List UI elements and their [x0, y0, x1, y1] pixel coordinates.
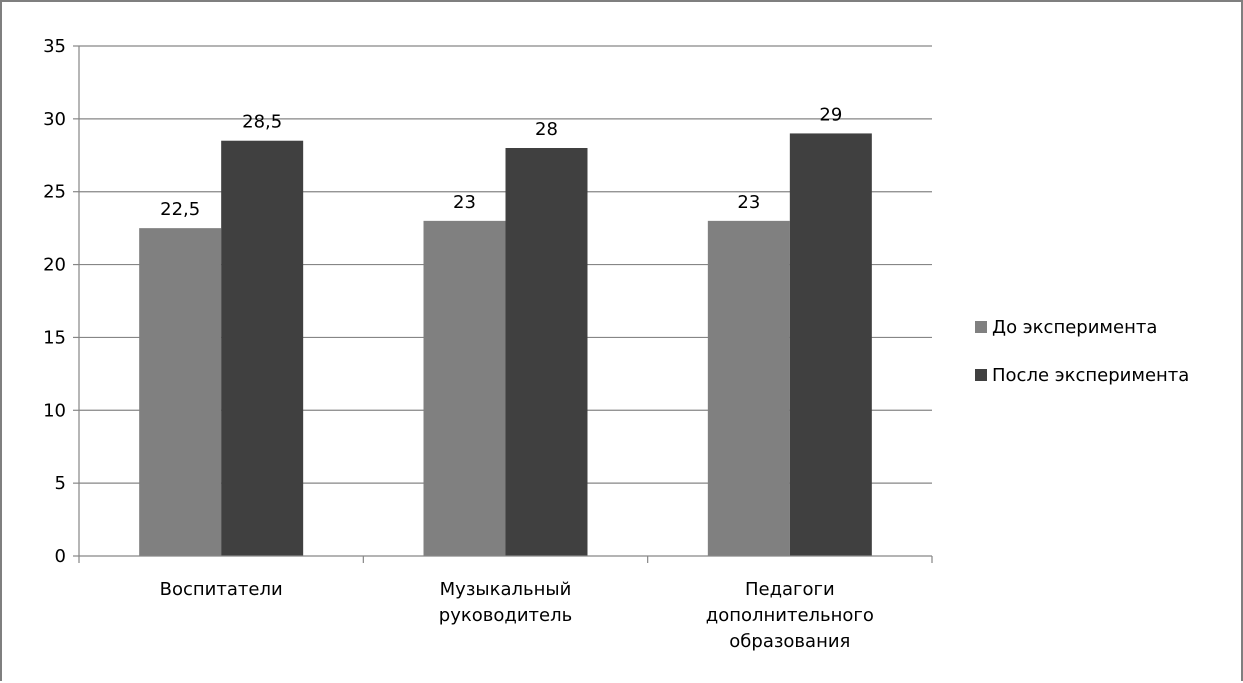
y-tick-label: 35: [43, 36, 66, 57]
axes: [73, 45, 933, 563]
x-axis-category-labels: Воспитатели Музыкальный руководитель Педаго…: [160, 579, 874, 652]
bar-after-2: [789, 133, 872, 556]
y-tick-label: 25: [43, 182, 66, 203]
bar-before-0: [139, 228, 222, 556]
y-tick-label: 30: [43, 109, 66, 130]
data-label: 29: [819, 104, 842, 125]
y-axis-tick-labels: 0 5 10 15 20 25 30 35: [43, 36, 66, 567]
bar-before-2: [707, 220, 790, 556]
data-label: 28: [535, 119, 558, 140]
data-label: 23: [453, 192, 476, 213]
bar-after-1: [505, 148, 588, 556]
bar-before-1: [423, 220, 506, 556]
legend-label: После эксперимента: [992, 365, 1189, 386]
y-tick-label: 15: [43, 327, 66, 348]
data-labels: 22,5 28,5 23 28 23 29: [160, 104, 842, 220]
legend-swatch: [975, 321, 987, 333]
bars: [139, 133, 872, 556]
legend-swatch: [975, 369, 987, 381]
y-tick-label: 0: [55, 546, 66, 567]
data-label: 23: [737, 192, 760, 213]
data-label: 22,5: [160, 199, 200, 220]
bar-after-0: [221, 140, 304, 556]
x-category-label: Педагоги дополнительного образования: [706, 579, 874, 652]
data-label: 28,5: [242, 112, 282, 133]
legend: До эксперимента После эксперимента: [975, 317, 1189, 386]
y-tick-label: 5: [55, 473, 66, 494]
x-category-label: Музыкальный руководитель: [439, 579, 572, 626]
legend-label: До эксперимента: [992, 317, 1157, 338]
y-tick-label: 20: [43, 255, 66, 276]
x-category-label: Воспитатели: [160, 579, 283, 600]
y-tick-label: 10: [43, 400, 66, 421]
